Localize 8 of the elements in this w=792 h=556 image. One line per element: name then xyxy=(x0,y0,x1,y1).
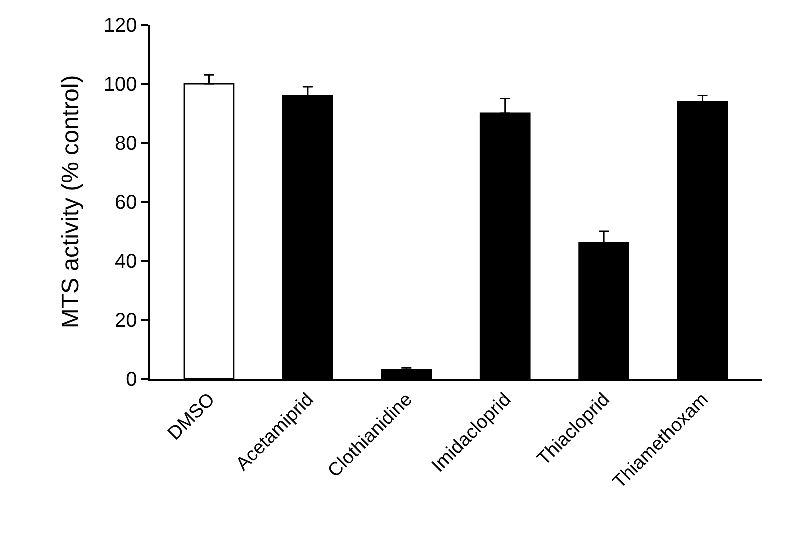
y-tick-label: 40 xyxy=(115,251,138,273)
y-tick-label: 0 xyxy=(126,369,138,391)
y-tick-label: 80 xyxy=(115,133,138,155)
y-tick-label: 100 xyxy=(104,74,138,96)
y-tick-label: 120 xyxy=(104,15,138,37)
y-tick-label: 60 xyxy=(115,192,138,214)
y-tick-label: 20 xyxy=(115,310,138,332)
y-axis-title: MTS activity (% control) xyxy=(57,75,84,329)
